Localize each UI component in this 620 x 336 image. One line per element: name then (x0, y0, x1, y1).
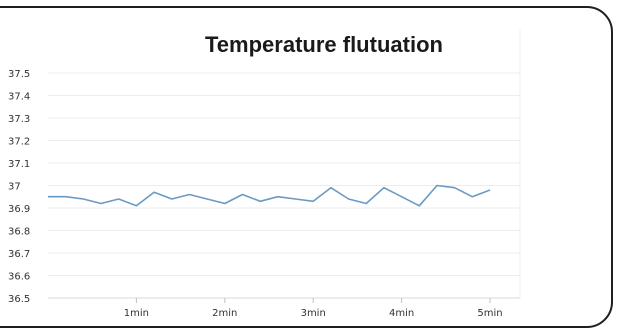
y-tick-label: 37 (8, 182, 21, 193)
chart-title: Temperature flutuation (205, 32, 443, 57)
x-tick-label: 1min (124, 308, 149, 319)
card-border (0, 6, 613, 328)
y-tick-label: 36.7 (8, 249, 30, 260)
x-tick-label: 4min (389, 308, 414, 319)
y-tick-label: 36.6 (8, 272, 30, 283)
y-tick-label: 37.3 (8, 114, 30, 125)
y-tick-label: 37.2 (8, 137, 30, 148)
y-tick-label: 37.5 (8, 69, 30, 80)
y-tick-label: 37.1 (8, 159, 30, 170)
x-tick-label: 5min (477, 308, 502, 319)
y-tick-label: 36.5 (8, 294, 30, 305)
x-tick-label: 3min (301, 308, 326, 319)
temperature-series-line (48, 184, 491, 207)
y-tick-label: 36.8 (8, 227, 30, 238)
y-tick-label: 37.4 (8, 92, 30, 103)
x-tick-label: 2min (212, 308, 237, 319)
y-tick-label: 36.9 (8, 204, 30, 215)
